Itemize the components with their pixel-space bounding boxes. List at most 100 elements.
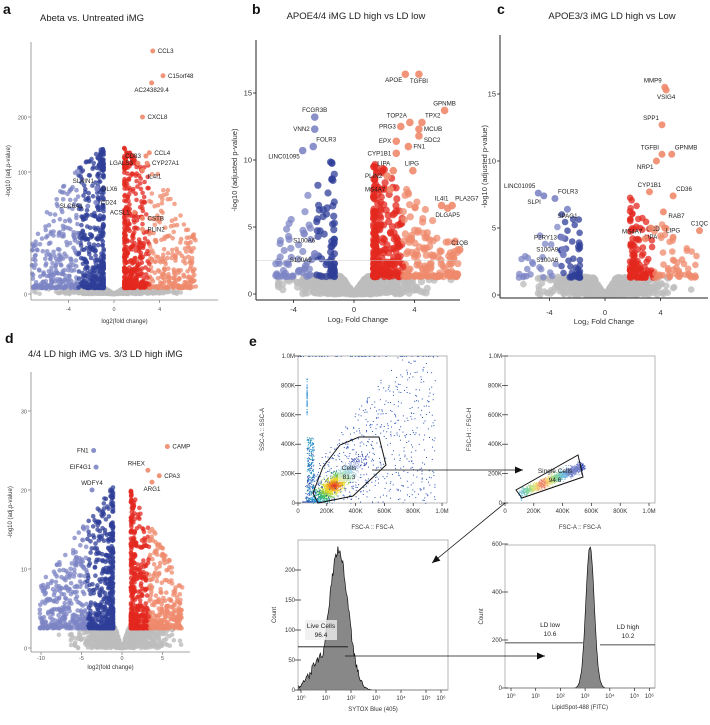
point-up: [634, 266, 641, 273]
point-up: [385, 212, 392, 219]
point-up: [172, 202, 177, 207]
point-down: [538, 266, 545, 273]
point-up: [131, 233, 136, 238]
point-down: [83, 197, 88, 202]
point-down: [84, 159, 89, 164]
point-down: [63, 225, 68, 230]
x-axis-label: Log₂ Fold Change: [574, 317, 634, 326]
x-tick-label: 4: [659, 308, 663, 317]
point-up: [184, 241, 189, 246]
gene-label: S100A6: [293, 238, 316, 245]
point-down: [101, 152, 106, 157]
point-down: [69, 259, 74, 264]
point-up: [178, 213, 183, 218]
point-down: [576, 239, 583, 246]
point-down: [58, 262, 63, 267]
point-down: [576, 230, 583, 237]
gene-label: PLA2G7: [455, 196, 479, 203]
point-down: [76, 240, 81, 245]
labeled-point: [415, 125, 423, 133]
point-up: [148, 256, 153, 261]
point-ns: [623, 280, 630, 287]
point-down: [100, 216, 105, 221]
point-up: [150, 248, 155, 253]
point-down: [314, 227, 321, 234]
point-up: [673, 264, 680, 271]
point-up: [666, 274, 673, 281]
x-tick-label: 4: [158, 307, 161, 313]
point-down: [92, 243, 97, 248]
point-up: [188, 285, 193, 290]
point-down: [91, 165, 96, 170]
point-up: [635, 216, 642, 223]
point-up: [124, 284, 129, 289]
title-a: Abeta vs. Untreated iMG: [40, 13, 144, 24]
labeled-point: [140, 227, 145, 232]
point-up: [645, 267, 652, 274]
point-up: [419, 215, 426, 222]
point-down: [57, 285, 62, 290]
point-down: [328, 267, 335, 274]
point-down: [549, 273, 556, 280]
point-ns: [646, 284, 653, 291]
point-down: [558, 263, 565, 270]
point-up: [170, 248, 175, 253]
point-up: [436, 247, 443, 254]
gene-label: CD83: [125, 153, 141, 160]
point-down: [51, 229, 56, 234]
gene-label: C1QB: [451, 240, 468, 247]
point-up: [156, 276, 161, 281]
point-down: [81, 257, 86, 262]
point-up: [633, 274, 640, 281]
point-down: [571, 222, 578, 229]
point-down: [34, 280, 39, 285]
labeled-point: [646, 188, 653, 195]
x-tick-label: -4: [66, 307, 71, 313]
point-down: [73, 248, 78, 253]
gene-label: CCL3: [158, 48, 174, 55]
gene-label: TOP2A: [387, 112, 408, 119]
point-up: [381, 236, 388, 243]
point-up: [692, 262, 699, 269]
point-ns: [656, 283, 663, 290]
point-down: [83, 216, 88, 221]
point-ns: [172, 638, 177, 643]
point-up: [405, 272, 412, 279]
point-up: [133, 282, 138, 287]
point-down: [47, 269, 52, 274]
volcano-plot-a: CCL3C15orf48AC243829.4CXCL8CCL4CD83LGALS…: [6, 42, 218, 325]
point-up: [139, 251, 144, 256]
data-points: [38, 485, 185, 650]
gene-label: ACSL1: [110, 209, 130, 216]
point-down: [283, 226, 290, 233]
point-up: [408, 249, 415, 256]
point-down: [51, 250, 56, 255]
gene-label: CD36: [676, 186, 692, 193]
point-up: [123, 228, 128, 233]
point-down: [59, 279, 64, 284]
point-down: [35, 248, 40, 253]
point-up: [681, 261, 688, 268]
point-down: [75, 222, 80, 227]
labeled-point: [93, 200, 98, 205]
point-up: [138, 268, 143, 273]
point-down: [100, 270, 105, 275]
point-down: [48, 253, 53, 258]
gene-label: PLIN2: [365, 173, 383, 180]
gene-label: TGFBI: [410, 78, 428, 85]
point-up: [440, 263, 447, 270]
point-up: [173, 273, 178, 278]
point-up: [371, 238, 378, 245]
point-up: [649, 244, 656, 251]
point-down: [67, 274, 72, 279]
gene-label: VSIG4: [657, 94, 676, 101]
point-ns: [573, 288, 580, 295]
labeled-point: [311, 250, 319, 258]
point-up: [147, 282, 152, 287]
x-tick-label: 0: [112, 307, 115, 313]
point-down: [88, 232, 93, 237]
gene-label: MS4A7: [365, 186, 386, 193]
point-up: [172, 267, 177, 272]
point-up: [665, 267, 672, 274]
point-up: [170, 218, 175, 223]
